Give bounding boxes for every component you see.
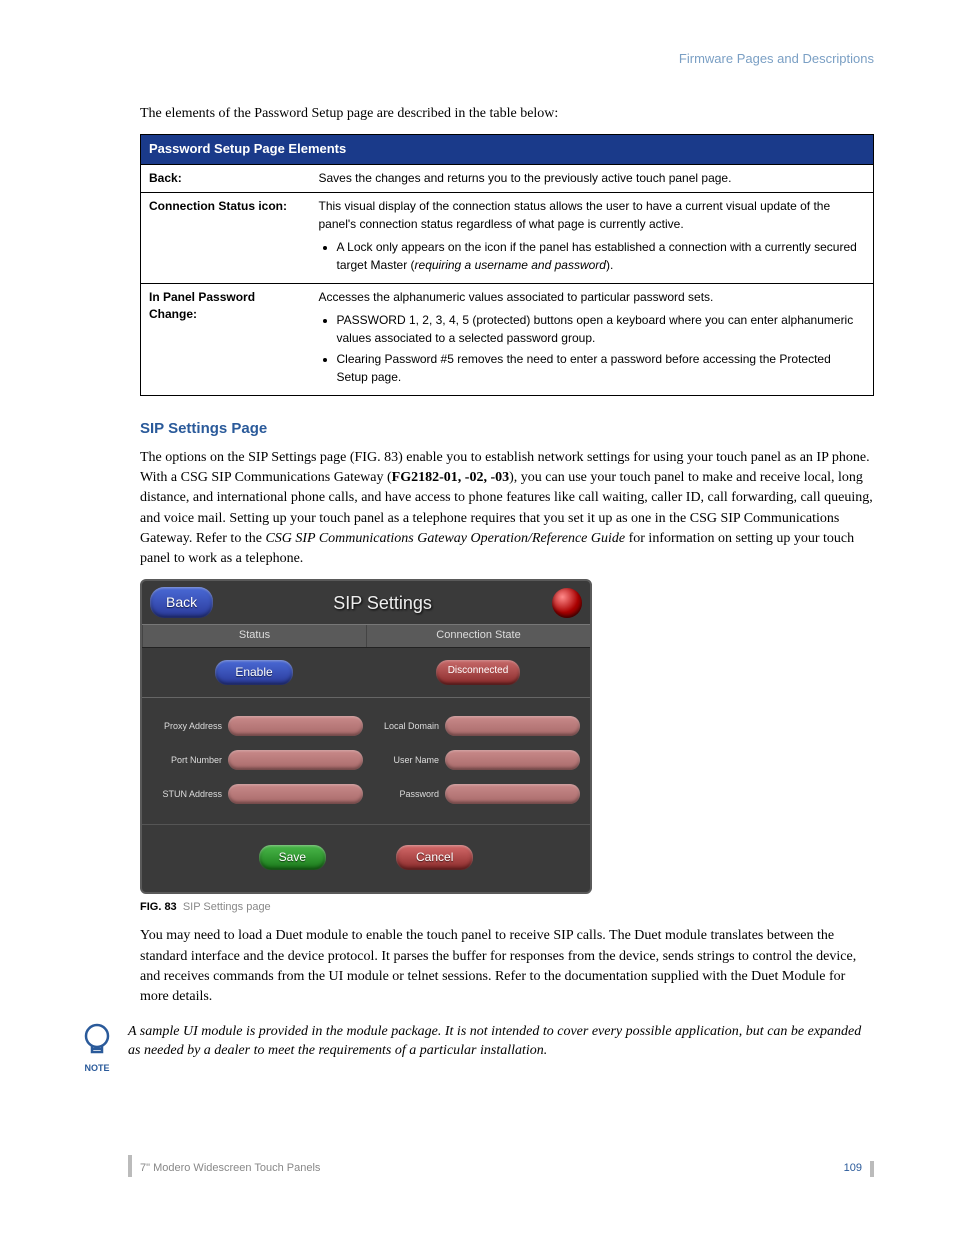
stun-label: STUN Address	[152, 788, 222, 801]
table-title: Password Setup Page Elements	[141, 135, 874, 165]
note-icon: NOTE	[80, 1022, 114, 1075]
page-header: Firmware Pages and Descriptions	[140, 50, 874, 69]
sip-paragraph-1: The options on the SIP Settings page (FI…	[140, 448, 874, 570]
stun-address-input[interactable]	[228, 784, 363, 804]
fig-num: FIG. 83	[140, 901, 177, 913]
bullet-ital: requiring a username and password	[415, 258, 606, 272]
user-name-input[interactable]	[445, 750, 580, 770]
row-desc: Saves the changes and returns you to the…	[311, 164, 874, 192]
note-text: A sample UI module is provided in the mo…	[128, 1022, 874, 1061]
table-row: Connection Status icon: This visual disp…	[141, 193, 874, 284]
bullet-item: A Lock only appears on the icon if the p…	[337, 239, 866, 274]
domain-label: Local Domain	[369, 720, 439, 733]
note-label: NOTE	[84, 1063, 109, 1073]
table-row: In Panel Password Change: Accesses the a…	[141, 283, 874, 395]
row-label: Back:	[141, 164, 311, 192]
sip-paragraph-2: You may need to load a Duet module to en…	[140, 926, 874, 1007]
connection-led-icon	[552, 588, 582, 618]
row-desc-text: Accesses the alphanumeric values associa…	[319, 290, 714, 304]
page-footer: 7" Modero Widescreen Touch Panels 109	[128, 1155, 874, 1177]
row-desc: This visual display of the connection st…	[311, 193, 874, 284]
figure-caption: FIG. 83 SIP Settings page	[140, 900, 874, 916]
status-header: Status	[142, 625, 366, 647]
panel-title: SIP Settings	[221, 590, 544, 616]
note-block: NOTE A sample UI module is provided in t…	[80, 1022, 874, 1075]
port-number-input[interactable]	[228, 750, 363, 770]
fig-txt-inner: SIP Settings page	[183, 901, 271, 913]
sip-heading: SIP Settings Page	[140, 418, 874, 440]
local-domain-input[interactable]	[445, 716, 580, 736]
row-desc: Accesses the alphanumeric values associa…	[311, 283, 874, 395]
back-button[interactable]: Back	[150, 587, 213, 617]
bullet-item: PASSWORD 1, 2, 3, 4, 5 (protected) butto…	[337, 312, 866, 347]
sip-settings-panel: Back SIP Settings Status Connection Stat…	[140, 579, 592, 894]
disconnected-indicator: Disconnected	[436, 660, 521, 685]
row-label: Connection Status icon:	[141, 193, 311, 284]
fig-txt: SIP Settings page	[180, 901, 271, 913]
page-number: 109	[844, 1161, 874, 1177]
cancel-button[interactable]: Cancel	[396, 845, 473, 870]
intro-paragraph: The elements of the Password Setup page …	[140, 104, 874, 124]
enable-button[interactable]: Enable	[215, 660, 292, 685]
proxy-label: Proxy Address	[152, 720, 222, 733]
user-label: User Name	[369, 754, 439, 767]
row-label: In Panel Password Change:	[141, 283, 311, 395]
row-desc-text: This visual display of the connection st…	[319, 199, 831, 230]
proxy-address-input[interactable]	[228, 716, 363, 736]
port-label: Port Number	[152, 754, 222, 767]
password-setup-table: Password Setup Page Elements Back: Saves…	[140, 134, 874, 396]
table-row: Back: Saves the changes and returns you …	[141, 164, 874, 192]
bullet-item: Clearing Password #5 removes the need to…	[337, 351, 866, 386]
p1-bold: FG2182-01, -02, -03	[392, 470, 509, 485]
p1-ital: CSG SIP Communications Gateway Operation…	[265, 531, 625, 546]
pass-label: Password	[369, 788, 439, 801]
save-button[interactable]: Save	[259, 845, 326, 870]
footer-left: 7" Modero Widescreen Touch Panels	[140, 1161, 320, 1177]
password-input[interactable]	[445, 784, 580, 804]
connection-state-header: Connection State	[366, 625, 590, 647]
bullet-post: ).	[606, 258, 613, 272]
